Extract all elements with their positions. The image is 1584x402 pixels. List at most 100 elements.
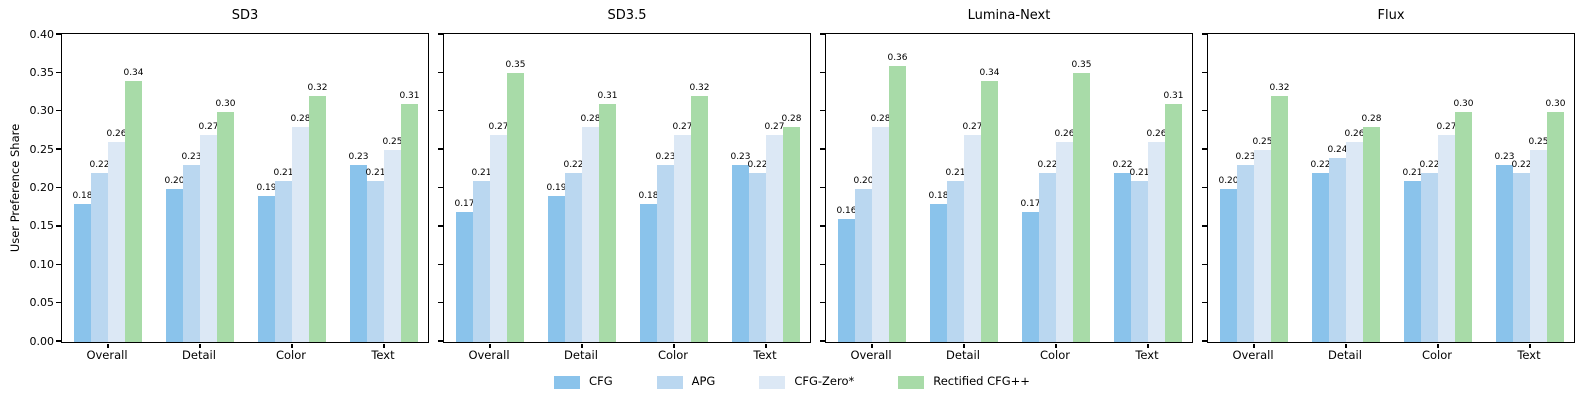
bar-value-label: 0.22 xyxy=(747,160,768,171)
plot-area: 0.00 0.05 0.10 0.15 0.20 0.25 0.30 0.35 0.40 0.18… xyxy=(30,29,429,348)
bar-value-label: 0.21 xyxy=(365,167,386,178)
bar-value-label: 0.35 xyxy=(505,60,526,71)
x-tick xyxy=(1253,343,1255,348)
bar-cfg xyxy=(1404,180,1421,342)
bar-cfg xyxy=(350,165,367,342)
bar-value-label: 0.23 xyxy=(655,152,676,163)
bar-value-label: 0.21 xyxy=(471,167,492,178)
bar-value-label: 0.27 xyxy=(488,121,509,132)
subplot-title: SD3.5 xyxy=(607,8,647,23)
y-tick xyxy=(1202,301,1207,304)
y-tick-label: 0.40 xyxy=(29,27,55,41)
bar-apg xyxy=(1513,173,1530,342)
y-tick xyxy=(56,340,61,342)
bar-rectified-cfg- xyxy=(1455,111,1472,342)
x-tick xyxy=(199,343,201,348)
plot-area: 0.20 0.23 0.25 0.32 0.22 0.24 0.26 0.28 0.21 0.22… xyxy=(1202,33,1575,348)
y-tick xyxy=(1202,110,1207,112)
x-tick xyxy=(1529,343,1531,348)
bar-apg xyxy=(1237,165,1254,342)
bar-cfg-zero- xyxy=(490,134,507,342)
bar-cfg-zero- xyxy=(1148,142,1165,342)
y-tick xyxy=(1202,340,1207,342)
bar-cfg-zero- xyxy=(766,134,783,342)
bar-value-label: 0.31 xyxy=(1163,91,1184,102)
legend-label: APG xyxy=(691,374,716,389)
bar-value-label: 0.27 xyxy=(764,121,785,132)
plot-area: 0.16 0.20 0.28 0.36 0.18 0.21 0.27 0.34 0.17 0.22… xyxy=(820,33,1193,348)
x-category-label: Text xyxy=(1135,348,1159,362)
subplot-sd3-5: SD3.5 0.17 0.21 0.27 0.35 0.19 0.22 0.28 0.31 0.1… xyxy=(438,0,811,402)
legend-label: Rectified CFG++ xyxy=(933,374,1030,389)
subplot-title: Lumina-Next xyxy=(967,8,1051,23)
bar-rectified-cfg- xyxy=(1363,127,1380,342)
y-tick xyxy=(56,33,61,35)
bar-value-label: 0.18 xyxy=(638,190,659,201)
bar-value-label: 0.22 xyxy=(563,160,584,171)
y-tick xyxy=(1202,33,1207,35)
bar-value-label: 0.21 xyxy=(1129,167,1150,178)
bar-cfg-zero- xyxy=(872,127,889,342)
x-tick xyxy=(871,343,873,348)
bar-apg xyxy=(1039,173,1056,342)
x-category-label: Detail xyxy=(1328,348,1362,362)
bar-value-label: 0.32 xyxy=(689,83,710,94)
y-tick xyxy=(1202,148,1207,150)
bar-value-label: 0.28 xyxy=(290,114,311,125)
bar-value-label: 0.27 xyxy=(198,121,219,132)
bar-value-label: 0.26 xyxy=(1054,129,1075,140)
y-tick-label: 0.15 xyxy=(29,219,55,233)
y-tick xyxy=(438,301,443,304)
bar-value-label: 0.23 xyxy=(1494,152,1515,163)
bar-value-label: 0.21 xyxy=(945,167,966,178)
legend: CFG APG CFG-Zero* Rectified CFG++ xyxy=(0,371,1584,393)
bar-cfg xyxy=(930,203,947,342)
bar-rectified-cfg- xyxy=(309,96,326,342)
legend-label: CFG xyxy=(589,374,613,389)
y-tick xyxy=(438,110,443,112)
subplot-title: Flux xyxy=(1377,8,1405,23)
bar-value-label: 0.23 xyxy=(181,152,202,163)
plot-area: 0.17 0.21 0.27 0.35 0.19 0.22 0.28 0.31 0.18 0.23… xyxy=(438,33,811,348)
y-tick xyxy=(56,301,61,304)
y-tick xyxy=(820,110,825,112)
x-tick xyxy=(673,343,675,348)
x-tick xyxy=(291,343,293,348)
x-tick xyxy=(1055,343,1057,348)
bar-cfg xyxy=(74,203,91,342)
bar-value-label: 0.28 xyxy=(870,114,891,125)
x-category-label: Color xyxy=(657,348,689,362)
y-tick xyxy=(438,340,443,342)
y-tick-label: 0.25 xyxy=(29,142,55,156)
y-tick xyxy=(820,186,825,189)
bar-rectified-cfg- xyxy=(783,127,800,342)
x-tick xyxy=(1147,343,1149,348)
y-tick xyxy=(56,71,61,74)
bar-rectified-cfg- xyxy=(1165,104,1182,342)
bar-value-label: 0.31 xyxy=(597,91,618,102)
bar-value-label: 0.22 xyxy=(89,160,110,171)
legend-label: CFG-Zero* xyxy=(794,374,855,389)
legend-item-rectified-cfg-: Rectified CFG++ xyxy=(898,374,1030,389)
bar-value-label: 0.22 xyxy=(1310,160,1331,171)
bar-value-label: 0.20 xyxy=(853,175,874,186)
bar-value-label: 0.28 xyxy=(580,114,601,125)
x-category-label: Overall xyxy=(86,348,128,362)
bar-value-label: 0.27 xyxy=(672,121,693,132)
bar-value-label: 0.25 xyxy=(382,137,403,148)
bar-cfg xyxy=(548,196,565,342)
bar-value-label: 0.31 xyxy=(399,91,420,102)
bar-value-label: 0.25 xyxy=(1528,137,1549,148)
bar-cfg-zero- xyxy=(1530,150,1547,342)
y-tick xyxy=(56,186,61,189)
y-tick xyxy=(1202,225,1207,227)
bar-value-label: 0.24 xyxy=(1327,144,1348,155)
bar-cfg-zero- xyxy=(674,134,691,342)
bar-value-label: 0.27 xyxy=(1436,121,1457,132)
bar-rectified-cfg- xyxy=(889,65,906,342)
bar-apg xyxy=(91,173,108,342)
bar-value-label: 0.19 xyxy=(546,183,567,194)
bar-cfg-zero- xyxy=(108,142,125,342)
bar-cfg xyxy=(838,219,855,342)
